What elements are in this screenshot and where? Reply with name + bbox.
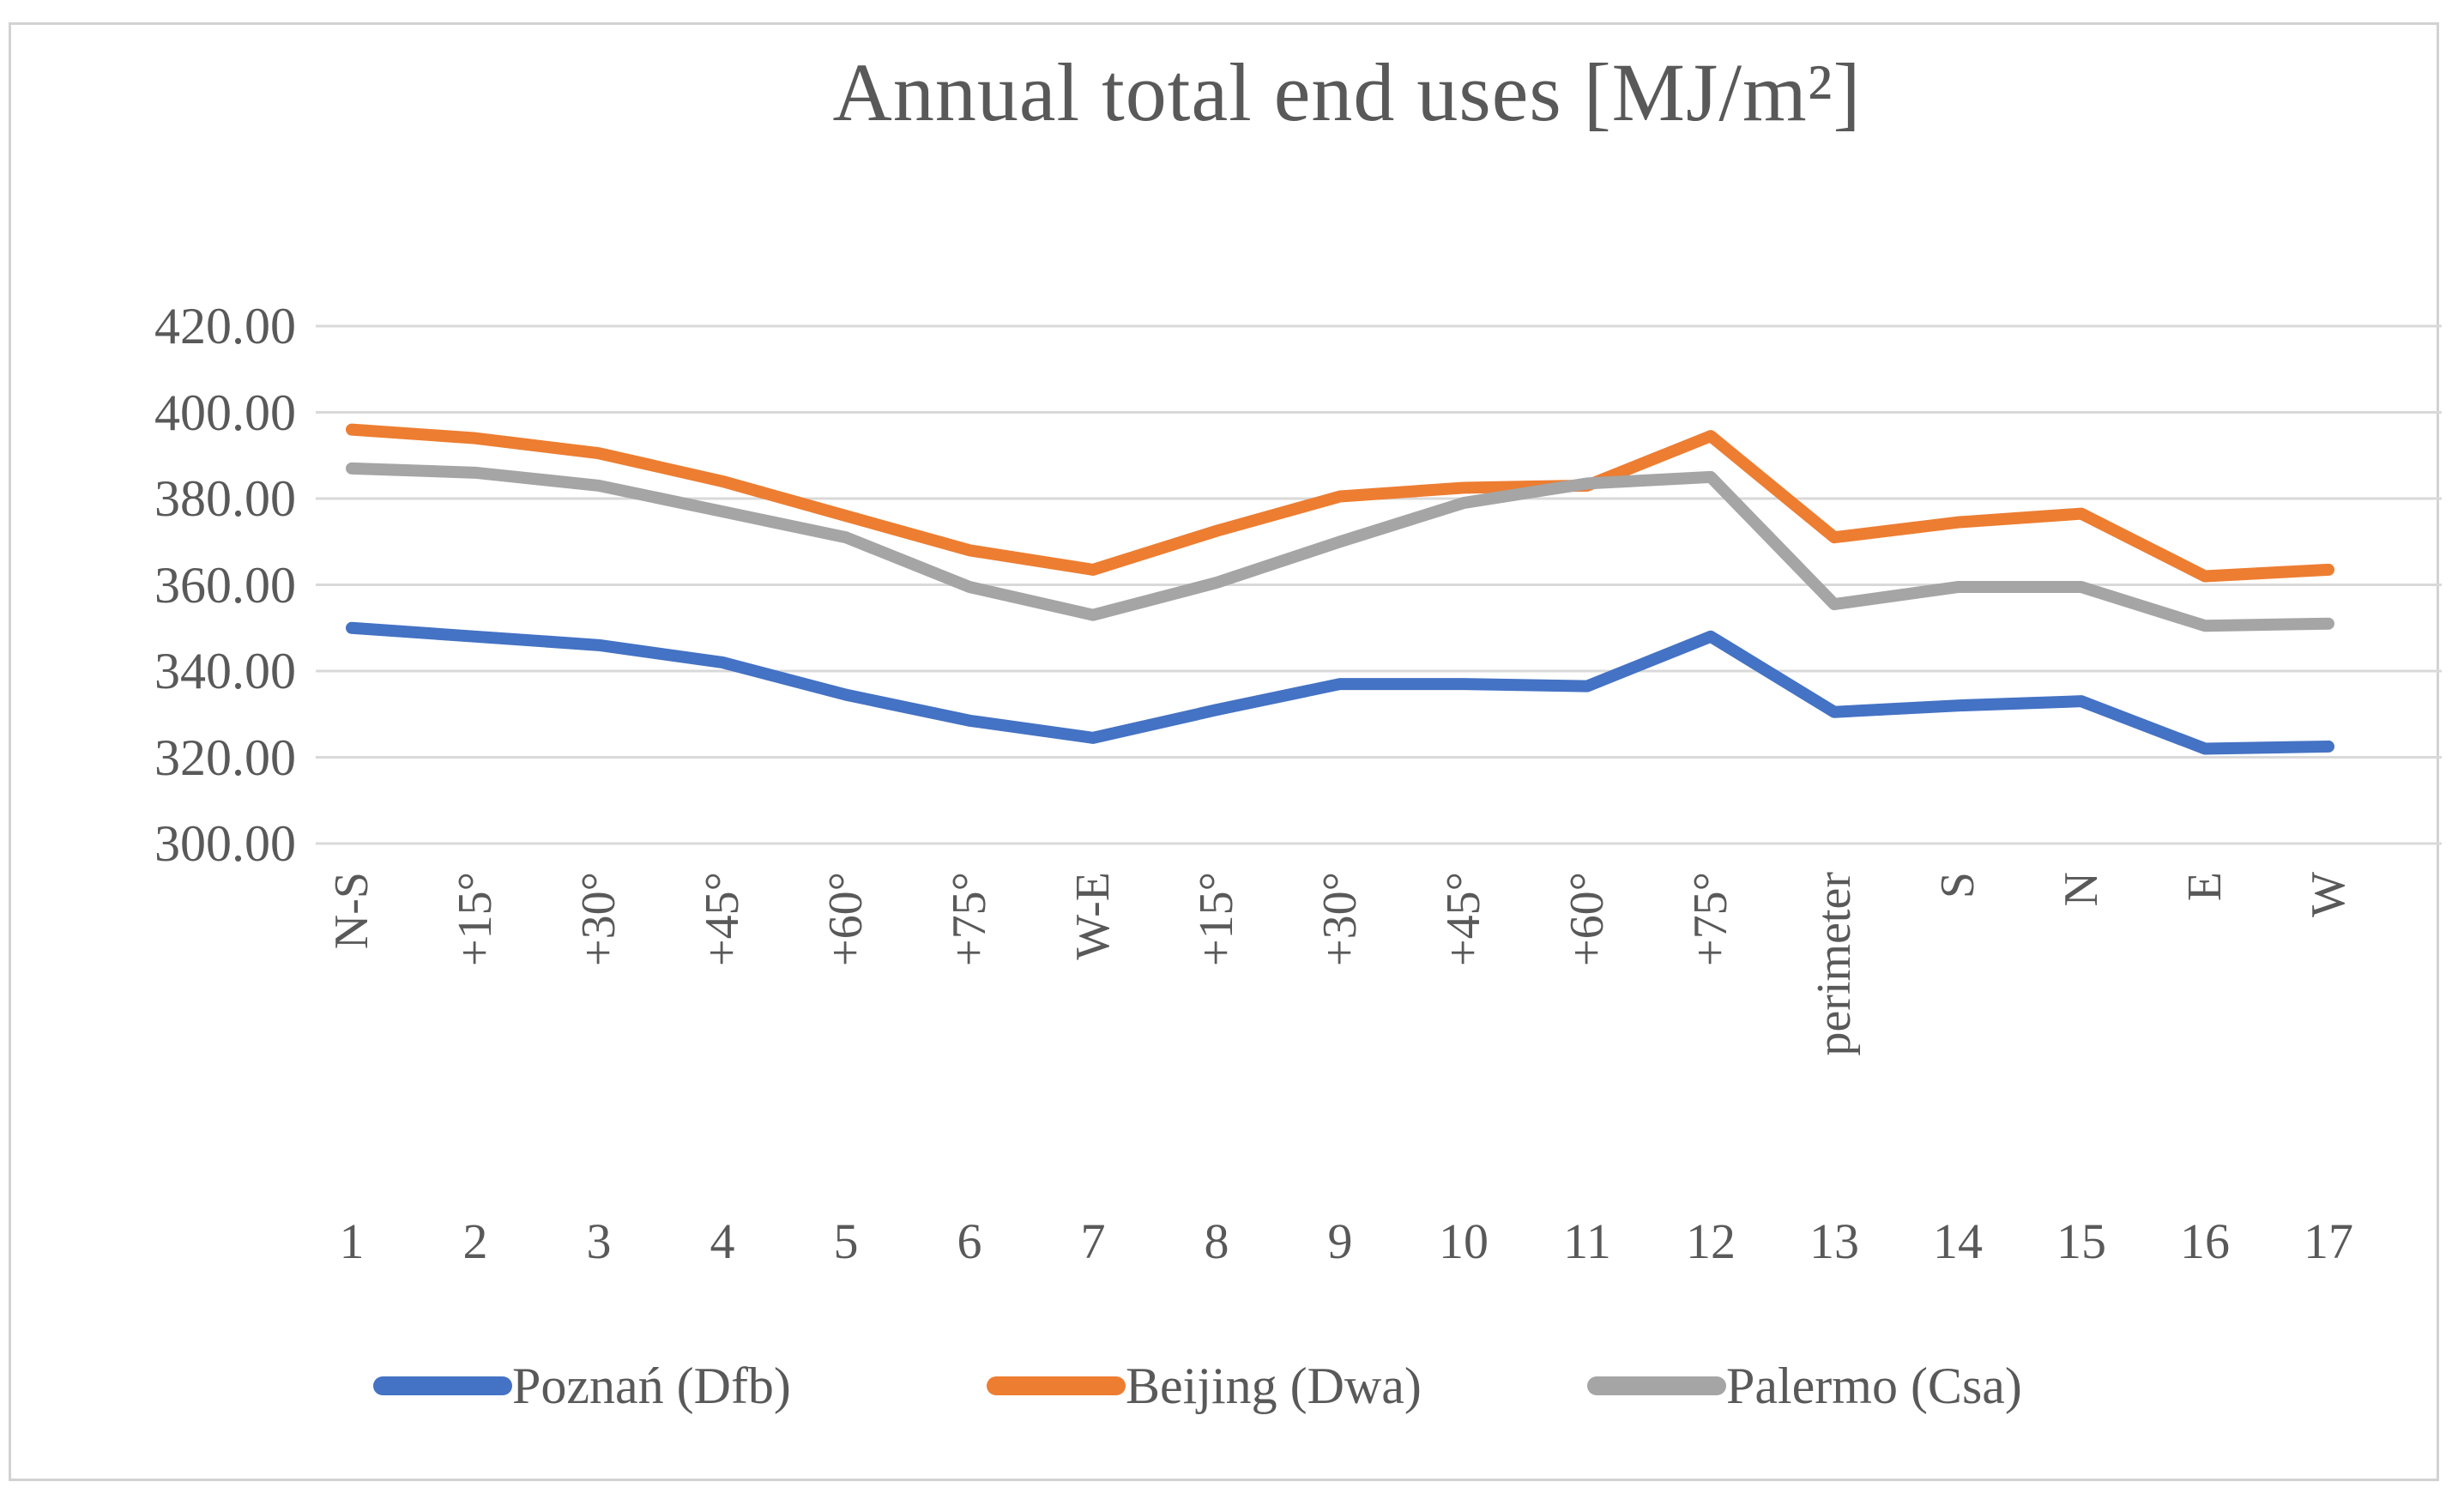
- x-number-label: 5: [833, 1213, 859, 1269]
- x-number-label: 12: [1686, 1213, 1736, 1269]
- x-category-label: +45°: [696, 872, 749, 966]
- x-category-label: S: [1931, 872, 1984, 899]
- x-number-label: 9: [1327, 1213, 1353, 1269]
- legend-label-beijing: Beijing (Dwa): [1126, 1358, 1422, 1414]
- chart-border: [9, 22, 2439, 1481]
- series-line-2: [346, 462, 2334, 632]
- x-number-label: 14: [1933, 1213, 1983, 1269]
- series-line-1: [346, 423, 2334, 583]
- x-category-label: W: [2302, 872, 2355, 917]
- y-tick-label: 360.00: [154, 556, 296, 614]
- x-category-label: +30°: [1314, 872, 1367, 966]
- x-number-label: 8: [1204, 1213, 1229, 1269]
- y-tick-label: 380.00: [154, 470, 296, 527]
- x-number-label: 11: [1563, 1213, 1611, 1269]
- y-tick-label: 400.00: [154, 384, 296, 441]
- x-number-label: 13: [1809, 1213, 1859, 1269]
- x-category-label: +75°: [943, 872, 996, 966]
- x-number-label: 7: [1080, 1213, 1106, 1269]
- y-tick-label: 320.00: [154, 729, 296, 786]
- y-tick-label: 340.00: [154, 643, 296, 699]
- x-number-label: 4: [710, 1213, 735, 1269]
- legend-swatch-poznan: [373, 1376, 512, 1395]
- x-category-label: +15°: [449, 872, 502, 966]
- x-category-label: perimeter: [1808, 872, 1861, 1056]
- x-number-label: 2: [462, 1213, 488, 1269]
- legend-label-poznan: Poznań (Dfb): [512, 1358, 791, 1414]
- x-category-label: +75°: [1684, 872, 1737, 966]
- x-category-label: N: [2055, 872, 2108, 907]
- x-category-label: W-E: [1066, 872, 1120, 960]
- legend-swatch-beijing: [987, 1376, 1126, 1395]
- x-category-label: N-S: [325, 872, 378, 950]
- x-number-label: 6: [957, 1213, 982, 1269]
- legend-item-poznan: Poznań (Dfb): [373, 1360, 791, 1412]
- x-number-label: 17: [2304, 1213, 2353, 1269]
- x-category-label: +15°: [1190, 872, 1243, 966]
- x-category-label: +45°: [1437, 872, 1490, 966]
- y-tick-label: 300.00: [154, 815, 296, 872]
- x-number-label: 10: [1439, 1213, 1489, 1269]
- x-category-label: +60°: [1561, 872, 1614, 966]
- x-category-label: E: [2178, 872, 2231, 902]
- legend-swatch-palermo: [1587, 1376, 1726, 1395]
- x-number-label: 3: [586, 1213, 612, 1269]
- x-number-label: 15: [2056, 1213, 2106, 1269]
- x-category-label: +60°: [819, 872, 873, 966]
- x-number-label: 1: [339, 1213, 365, 1269]
- legend-item-palermo: Palermo (Csa): [1587, 1360, 2022, 1412]
- legend-item-beijing: Beijing (Dwa): [987, 1360, 1422, 1412]
- y-tick-label: 420.00: [154, 298, 296, 354]
- legend-label-palermo: Palermo (Csa): [1726, 1358, 2022, 1414]
- x-number-label: 16: [2180, 1213, 2230, 1269]
- chart-title: Annual total end uses [MJ/m²]: [832, 46, 1862, 138]
- x-category-label: +30°: [572, 872, 625, 966]
- series-line-0: [346, 621, 2334, 755]
